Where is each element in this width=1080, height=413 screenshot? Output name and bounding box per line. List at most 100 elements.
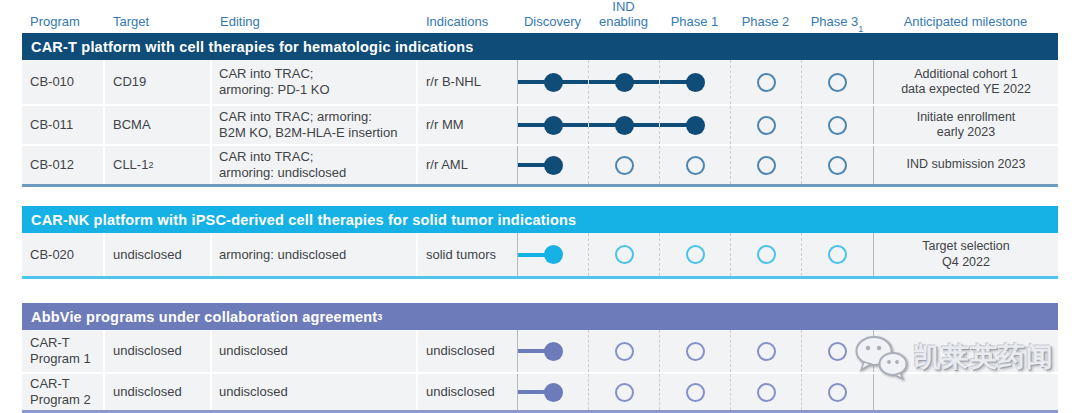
phase-cell-discovery (517, 330, 588, 372)
phase-dot-empty (757, 73, 776, 92)
phase-dot-empty (615, 245, 634, 264)
target-cell: CLL-12 (105, 146, 212, 184)
phase-cell-discovery (517, 106, 588, 144)
phase-dot-empty (828, 73, 847, 92)
phase-cell-phase3 (801, 233, 873, 276)
program-cell: CAR-T Program 1 (22, 330, 105, 372)
editing-cell: armoring: undisclosed (212, 233, 418, 276)
phase-cell-phase3 (801, 374, 873, 410)
indications-cell: r/r AML (418, 146, 517, 184)
col-header-ind-enabling: IND enabling (588, 0, 659, 35)
phase-cell-phase3 (801, 60, 873, 104)
phase-cell-ind-enabling (588, 233, 659, 276)
phase-dot-filled (544, 73, 563, 92)
target-cell: undisclosed (105, 233, 212, 276)
phase-cell-phase1 (659, 106, 730, 144)
phase-dot-filled (686, 116, 705, 135)
target-cell: BCMA (105, 106, 212, 144)
phase-dot-empty (686, 342, 705, 361)
phase-cell-ind-enabling (588, 60, 659, 104)
phase-cell-ind-enabling (588, 146, 659, 184)
col-header-program: Program (22, 0, 105, 35)
milestone-cell: Additional cohort 1 data expected YE 202… (873, 60, 1058, 104)
table-row-abbvie-1: CAR-T Program 1 undisclosed undisclosed … (22, 330, 1058, 372)
phase-dot-empty (828, 245, 847, 264)
phase-cell-phase2 (730, 330, 801, 372)
indications-cell: r/r MM (418, 106, 517, 144)
phase-dot-empty (686, 383, 705, 402)
phase-dot-filled (686, 73, 705, 92)
col-header-phase1: Phase 1 (659, 0, 730, 35)
target-cell: undisclosed (105, 374, 212, 410)
phase-dot-empty (615, 383, 634, 402)
indications-cell: r/r B-NHL (418, 60, 517, 104)
phase-cell-phase1 (659, 374, 730, 410)
phase-cell-phase2 (730, 146, 801, 184)
phase-dot-filled (544, 245, 563, 264)
phase-dot-empty (757, 342, 776, 361)
phase-cell-phase1 (659, 146, 730, 184)
phase-cell-phase3 (801, 106, 873, 144)
phase-dot-empty (686, 156, 705, 175)
editing-cell: undisclosed (212, 330, 418, 372)
phase-cell-phase2 (730, 106, 801, 144)
phase-cell-discovery (517, 146, 588, 184)
section-abbvie: AbbVie programs under collaboration agre… (22, 303, 1058, 413)
phase-cell-phase2 (730, 374, 801, 410)
editing-cell: CAR into TRAC; armoring: undisclosed (212, 146, 418, 184)
phase-dot-empty (828, 156, 847, 175)
pipeline-table: Program Target Editing Indications Disco… (22, 0, 1058, 413)
phase-cell-discovery (517, 374, 588, 410)
phase-cell-phase3 (801, 146, 873, 184)
target-cell: undisclosed (105, 330, 212, 372)
section-car-t: CAR-T platform with cell therapies for h… (22, 33, 1058, 187)
col-header-phase2: Phase 2 (730, 0, 801, 35)
phase-dot-empty (757, 245, 776, 264)
milestone-cell: Initiate enrollment early 2023 (873, 106, 1058, 144)
phase-dot-empty (615, 342, 634, 361)
phase-cell-discovery (517, 233, 588, 276)
indications-cell: undisclosed (418, 374, 517, 410)
phase-cell-phase2 (730, 233, 801, 276)
indications-cell: solid tumors (418, 233, 517, 276)
indications-cell: undisclosed (418, 330, 517, 372)
table-row-cb020: CB-020 undisclosed armoring: undisclosed… (22, 233, 1058, 276)
phase-dot-empty (615, 156, 634, 175)
section-header-car-t: CAR-T platform with cell therapies for h… (22, 33, 1058, 60)
table-row-cb010: CB-010 CD19 CAR into TRAC; armoring: PD-… (22, 60, 1058, 104)
phase-cell-phase1 (659, 60, 730, 104)
milestone-cell (873, 374, 1058, 410)
phase-cell-phase3 (801, 330, 873, 372)
phase-dot-empty (757, 156, 776, 175)
milestone-cell: IND submission 2023 (873, 146, 1058, 184)
phase-dot-filled (615, 116, 634, 135)
phase-dot-empty (686, 245, 705, 264)
section-header-car-nk: CAR-NK platform with iPSC-derived cell t… (22, 206, 1058, 233)
phase-cell-phase2 (730, 60, 801, 104)
editing-cell: undisclosed (212, 374, 418, 410)
col-header-editing: Editing (212, 0, 418, 35)
program-cell: CB-010 (22, 60, 105, 104)
editing-cell: CAR into TRAC; armoring: PD-1 KO (212, 60, 418, 104)
table-row-cb012: CB-012 CLL-12 CAR into TRAC; armoring: u… (22, 144, 1058, 184)
phase-cell-discovery (517, 60, 588, 104)
col-header-discovery: Discovery (517, 0, 588, 35)
phase-dot-empty (828, 116, 847, 135)
program-cell: CB-011 (22, 106, 105, 144)
phase-dot-filled (544, 383, 563, 402)
phase-cell-ind-enabling (588, 374, 659, 410)
milestone-cell (873, 330, 1058, 372)
col-header-indications: Indications (418, 0, 517, 35)
milestone-cell: Target selection Q4 2022 (873, 233, 1058, 276)
editing-cell: CAR into TRAC; armoring: B2M KO, B2M-HLA… (212, 106, 418, 144)
phase-dot-empty (757, 383, 776, 402)
col-header-milestone: Anticipated milestone (873, 0, 1058, 35)
program-cell: CAR-T Program 2 (22, 374, 105, 410)
phase-cell-ind-enabling (588, 106, 659, 144)
phase-dot-empty (828, 383, 847, 402)
program-cell: CB-012 (22, 146, 105, 184)
section-header-abbvie: AbbVie programs under collaboration agre… (22, 303, 1058, 330)
phase-dot-filled (544, 342, 563, 361)
col-header-target: Target (105, 0, 212, 35)
phase-cell-phase1 (659, 330, 730, 372)
